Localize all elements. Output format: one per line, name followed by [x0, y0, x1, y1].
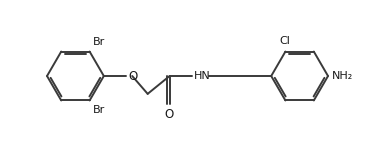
Text: Cl: Cl [279, 36, 290, 46]
Text: HN: HN [193, 71, 210, 81]
Text: NH₂: NH₂ [332, 71, 353, 81]
Text: Br: Br [93, 37, 105, 47]
Text: Br: Br [93, 105, 105, 116]
Text: O: O [164, 108, 173, 121]
Text: O: O [128, 69, 137, 83]
